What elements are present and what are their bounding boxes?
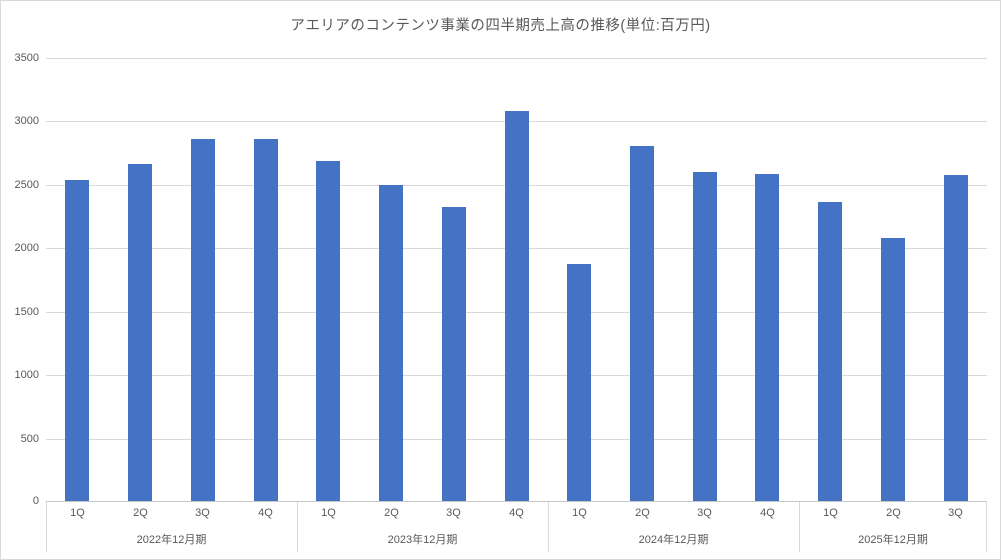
y-tick-label: 2000 bbox=[14, 242, 39, 254]
y-tick-label: 3500 bbox=[14, 52, 39, 64]
x-axis: 1Q 2Q 3Q 4Q 1Q 2Q 3Q 4Q 1Q 2Q 3Q 4Q 1Q 2Q 3Q 2022年12月期 2… bbox=[46, 502, 987, 552]
y-tick-label: 2500 bbox=[14, 179, 39, 191]
bar bbox=[755, 174, 779, 501]
y-tick-label: 1500 bbox=[14, 306, 39, 318]
x-axis-group-divider bbox=[297, 502, 298, 552]
x-group-label: 2024年12月期 bbox=[638, 534, 709, 546]
x-group-label: 2022年12月期 bbox=[136, 534, 207, 546]
bar bbox=[254, 139, 278, 501]
gridline bbox=[46, 58, 987, 59]
x-axis-line bbox=[46, 501, 987, 502]
x-tick-label: 2Q bbox=[886, 507, 901, 519]
x-tick-label: 1Q bbox=[572, 507, 587, 519]
bar bbox=[881, 238, 905, 501]
bar bbox=[630, 146, 654, 501]
x-group-label: 2023年12月期 bbox=[387, 534, 458, 546]
bar bbox=[944, 175, 968, 501]
x-axis-group-divider bbox=[986, 502, 987, 552]
x-axis-group-divider bbox=[46, 502, 47, 552]
y-tick-label: 1000 bbox=[14, 369, 39, 381]
x-tick-label: 1Q bbox=[321, 507, 336, 519]
bar bbox=[65, 180, 89, 501]
x-tick-label: 2Q bbox=[384, 507, 399, 519]
y-tick-label: 3000 bbox=[14, 115, 39, 127]
x-group-label: 2025年12月期 bbox=[858, 534, 928, 546]
x-tick-label: 1Q bbox=[823, 507, 838, 519]
x-tick-label: 2Q bbox=[635, 507, 650, 519]
bar bbox=[818, 202, 842, 501]
x-tick-label: 4Q bbox=[258, 507, 273, 519]
x-tick-label: 4Q bbox=[509, 507, 524, 519]
x-axis-group-divider bbox=[548, 502, 549, 552]
x-tick-label: 3Q bbox=[195, 507, 210, 519]
x-tick-label: 2Q bbox=[133, 507, 148, 519]
y-tick-label: 500 bbox=[20, 433, 39, 445]
y-axis: 0 500 1000 1500 2000 2500 3000 3500 bbox=[1, 52, 39, 507]
bar bbox=[505, 111, 529, 501]
x-axis-group-divider bbox=[799, 502, 800, 552]
x-tick-label: 3Q bbox=[697, 507, 712, 519]
bar bbox=[693, 172, 717, 501]
bar bbox=[128, 164, 152, 501]
bar bbox=[567, 264, 591, 501]
y-tick-label: 0 bbox=[32, 495, 39, 507]
bar bbox=[442, 207, 466, 501]
x-tick-label: 1Q bbox=[70, 507, 85, 519]
bar bbox=[316, 161, 340, 501]
bar bbox=[191, 139, 215, 501]
plot-area bbox=[46, 58, 987, 502]
bar bbox=[379, 185, 403, 501]
x-tick-label: 3Q bbox=[446, 507, 461, 519]
x-tick-label: 3Q bbox=[948, 507, 963, 519]
chart-title: アエリアのコンテンツ事業の四半期売上高の推移(単位:百万円) bbox=[290, 18, 711, 34]
x-tick-label: 4Q bbox=[760, 507, 775, 519]
